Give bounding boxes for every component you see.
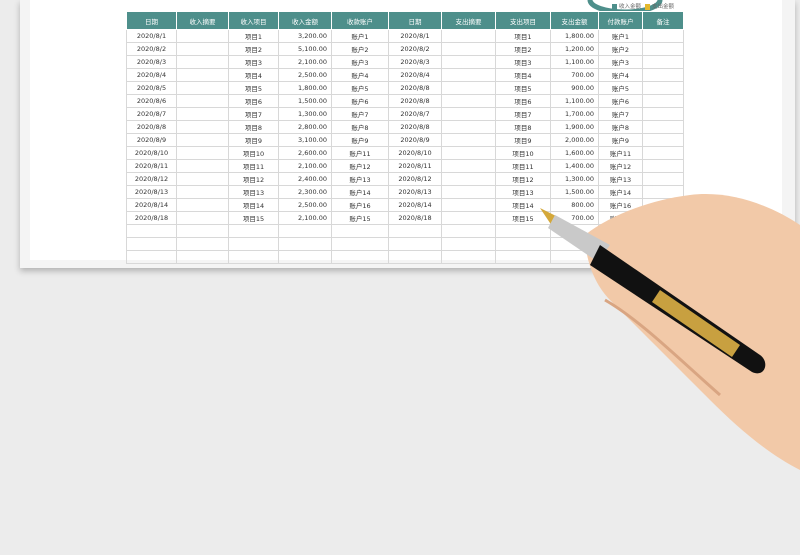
pen-grip <box>548 215 610 262</box>
column-header: 收入金额 <box>278 11 332 30</box>
column-header: 收入摘要 <box>176 11 229 30</box>
row: 2020/8/2 项目2 5,100.00 账户2 2020/8/2 项目2 1,200.0… <box>126 42 684 56</box>
legend-item: 支出金额 <box>645 4 675 10</box>
pen-band <box>652 290 740 357</box>
row: 2020/8/11 项目11 2,100.00 账户12 2020/8/11 项目11 1,… <box>126 159 684 173</box>
table: 日期 收入摘要 收入项目 收入金额 收款账户 日期 支出摘要 支出项目 支出金额 付款账户 备注 20… <box>126 11 684 264</box>
row: 2020/8/5 项目5 1,800.00 账户5 2020/8/8 项目5 900.00 账… <box>126 81 684 95</box>
row: 2020/8/1 项目1 3,200.00 账户1 2020/8/1 项目1 1,800.0… <box>126 29 684 43</box>
header-row: 日期 收入摘要 收入项目 收入金额 收款账户 日期 支出摘要 支出项目 支出金额 付款账户 备注 <box>126 11 684 30</box>
column-header: 付款账户 <box>598 11 643 30</box>
row: 2020/8/12 项目12 2,400.00 账户13 2020/8/12 项目12 1,… <box>126 172 684 186</box>
row: 2020/8/9 项目9 3,100.00 账户9 2020/8/9 项目9 2,000.0… <box>126 133 684 147</box>
legend-item: 收入金额 <box>612 4 642 10</box>
row: 2020/8/13 项目13 2,300.00 账户14 2020/8/13 项目13 1,… <box>126 185 684 199</box>
hand-crease <box>604 298 721 397</box>
row: 2020/8/6 项目6 1,500.00 账户6 2020/8/8 项目6 1,100.0… <box>126 94 684 108</box>
column-header: 支出摘要 <box>441 11 496 30</box>
legend: 收入金额 支出金额 <box>612 2 678 10</box>
row: 2020/8/4 项目4 2,500.00 账户4 2020/8/4 项目4 700.00 账… <box>126 68 684 82</box>
column-header: 日期 <box>388 11 442 30</box>
column-header: 支出金额 <box>550 11 599 30</box>
